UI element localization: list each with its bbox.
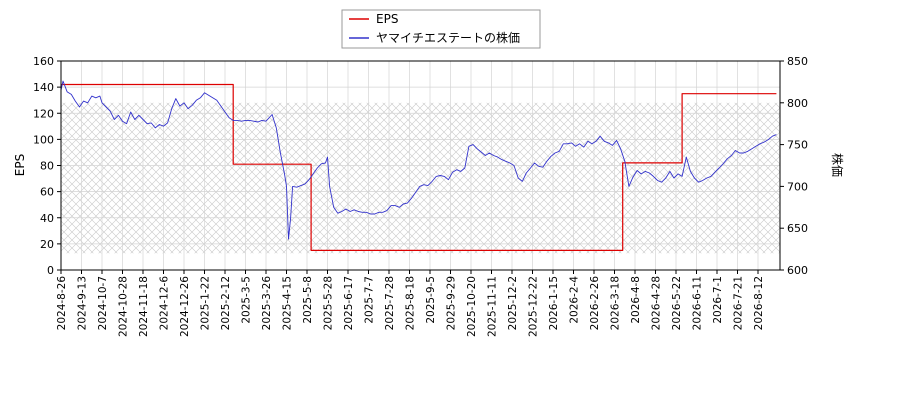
left-tick-label: 0 bbox=[47, 264, 54, 277]
x-tick-label: 2026-8-12 bbox=[753, 276, 765, 330]
x-tick-label: 2025-3-5 bbox=[241, 276, 253, 324]
x-tick-label: 2024-12-6 bbox=[159, 276, 171, 331]
legend-label-eps: EPS bbox=[376, 12, 398, 26]
eps-series-line bbox=[61, 83, 777, 251]
left-tick-label: 60 bbox=[40, 186, 54, 199]
left-axis-ticks: 0 20 40 60 80 100 120 140 160 bbox=[33, 55, 61, 277]
left-tick-label: 20 bbox=[40, 238, 54, 251]
right-axis-ticks: 600 650 700 750 800 850 bbox=[780, 55, 808, 277]
x-tick-label: 2026-7-21 bbox=[733, 276, 745, 330]
x-tick-label: 2025-1-22 bbox=[200, 276, 212, 330]
left-axis-label: EPS bbox=[13, 154, 27, 176]
x-tick-label: 2025-3-26 bbox=[261, 276, 273, 331]
x-tick-label: 2025-10-20 bbox=[466, 276, 478, 337]
x-tick-label: 2025-9-5 bbox=[425, 276, 437, 324]
x-tick-label: 2025-6-17 bbox=[343, 276, 355, 330]
right-tick-label: 850 bbox=[787, 55, 808, 68]
x-tick-label: 2025-2-12 bbox=[220, 276, 232, 330]
left-tick-label: 160 bbox=[33, 55, 54, 68]
x-tick-label: 2025-9-29 bbox=[446, 276, 458, 330]
x-tick-label: 2026-5-22 bbox=[671, 276, 683, 330]
x-axis-ticks: 2024-8-26 2024-9-13 2024-10-7 2024-10-28 202… bbox=[56, 270, 765, 337]
right-tick-label: 700 bbox=[787, 180, 808, 193]
price-series-line bbox=[61, 80, 777, 240]
left-tick-label: 100 bbox=[33, 133, 54, 146]
x-tick-label: 2024-10-7 bbox=[97, 276, 109, 330]
x-tick-label: 2026-1-15 bbox=[548, 276, 560, 330]
x-tick-label: 2026-3-18 bbox=[610, 276, 622, 330]
x-tick-label: 2025-5-28 bbox=[323, 276, 335, 330]
x-tick-label: 2024-9-13 bbox=[77, 276, 89, 330]
left-tick-label: 40 bbox=[40, 212, 54, 225]
x-tick-label: 2025-7-28 bbox=[384, 276, 396, 330]
x-tick-label: 2025-12-22 bbox=[528, 276, 540, 337]
x-tick-label: 2024-11-18 bbox=[138, 276, 150, 337]
right-tick-label: 650 bbox=[787, 222, 808, 235]
x-tick-label: 2026-2-4 bbox=[569, 276, 581, 324]
x-tick-label: 2026-7-1 bbox=[712, 276, 724, 324]
x-tick-label: 2025-11-11 bbox=[487, 276, 499, 337]
eps-range-hatch bbox=[61, 102, 780, 254]
x-tick-label: 2026-2-26 bbox=[589, 276, 601, 331]
legend: EPS ヤマイチエステートの株価 bbox=[341, 9, 541, 49]
left-tick-label: 120 bbox=[33, 107, 54, 120]
legend-label-price: ヤマイチエステートの株価 bbox=[376, 30, 520, 45]
x-tick-label: 2024-10-28 bbox=[118, 276, 130, 337]
right-axis-label: 株価 bbox=[830, 153, 845, 177]
left-tick-label: 80 bbox=[40, 160, 54, 173]
left-tick-label: 140 bbox=[33, 81, 54, 94]
x-tick-label: 2024-12-26 bbox=[179, 276, 191, 337]
x-tick-label: 2025-7-7 bbox=[364, 276, 376, 324]
right-tick-label: 800 bbox=[787, 97, 808, 110]
x-tick-label: 2026-6-11 bbox=[692, 276, 704, 330]
x-tick-label: 2025-5-8 bbox=[302, 276, 314, 324]
x-tick-label: 2026-4-28 bbox=[651, 276, 663, 330]
legend-box bbox=[341, 9, 541, 49]
x-tick-label: 2025-12-2 bbox=[507, 276, 519, 330]
x-tick-label: 2025-8-18 bbox=[405, 276, 417, 330]
x-tick-label: 2024-8-26 bbox=[56, 276, 68, 331]
right-tick-label: 750 bbox=[787, 139, 808, 152]
series-layer bbox=[61, 80, 777, 251]
right-tick-label: 600 bbox=[787, 264, 808, 277]
x-tick-label: 2026-4-8 bbox=[630, 276, 642, 324]
x-tick-label: 2025-4-15 bbox=[282, 276, 294, 330]
